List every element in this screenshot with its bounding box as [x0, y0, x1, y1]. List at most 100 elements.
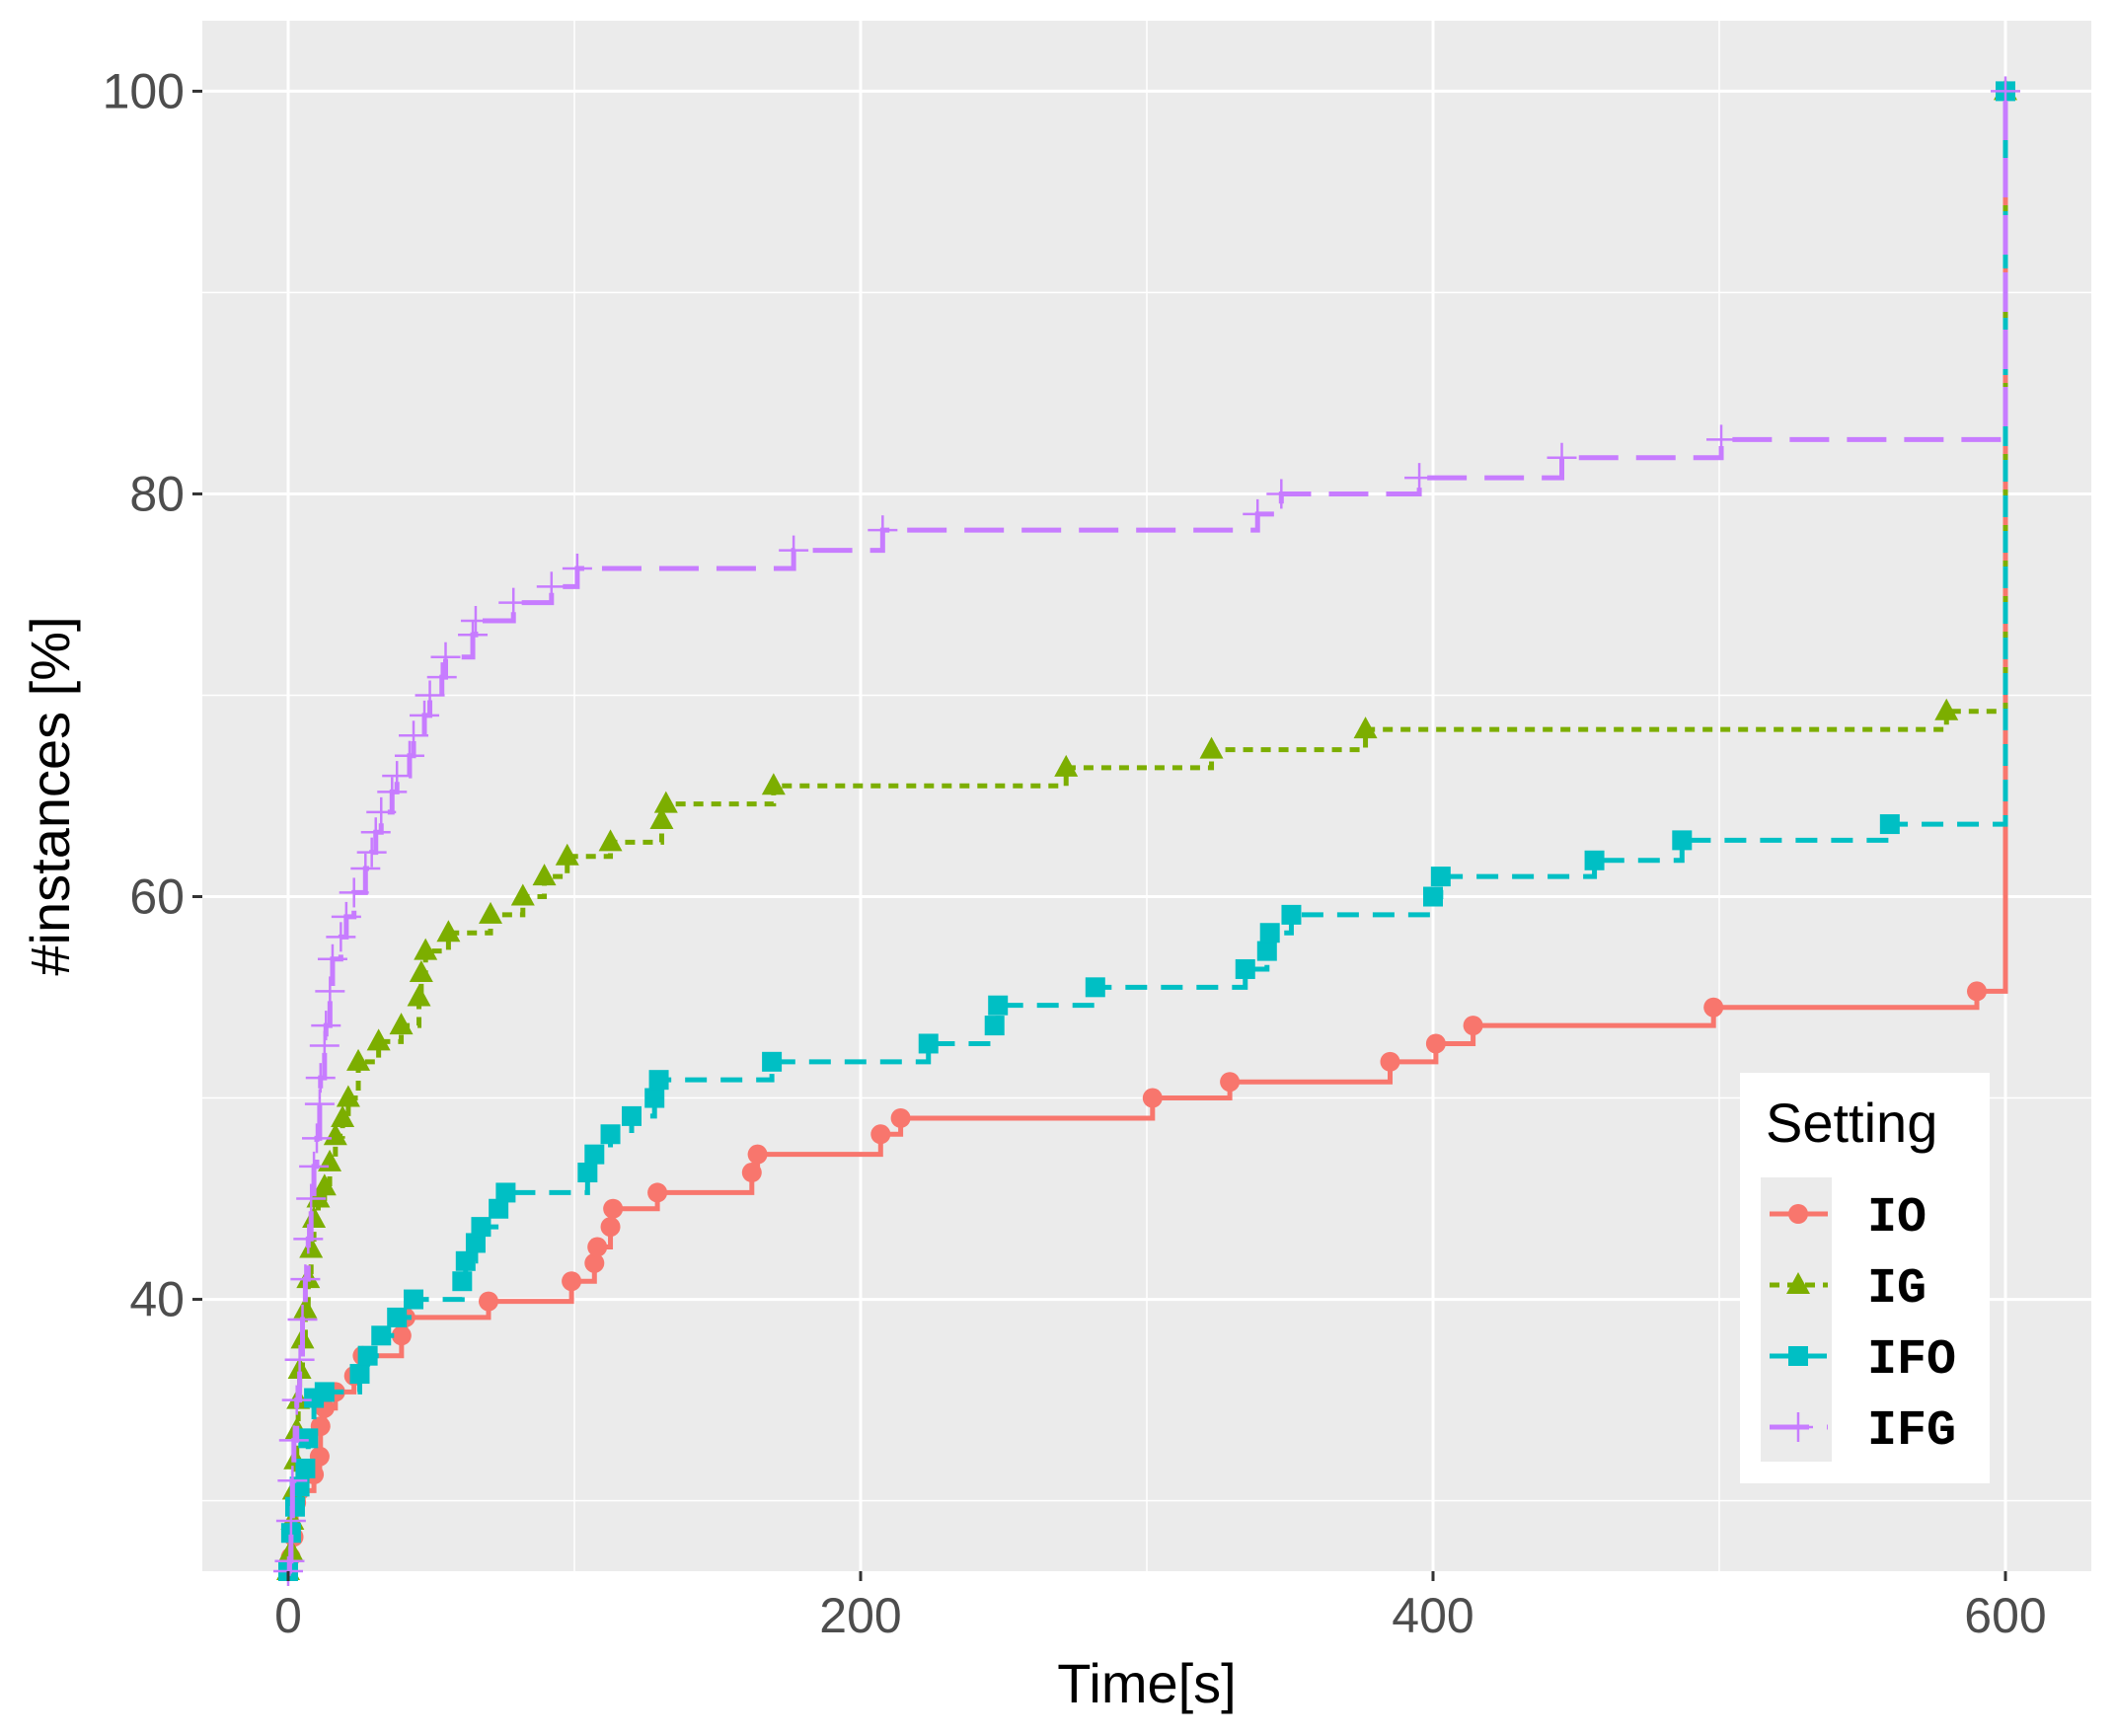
data-point-ifo: [1430, 867, 1451, 887]
data-point-ig: [331, 1104, 355, 1127]
data-point-ig: [479, 901, 503, 924]
data-point-ifo: [1235, 958, 1255, 979]
data-point-ifo: [371, 1325, 392, 1346]
data-point-io: [1967, 981, 1987, 1002]
data-point-ifo: [298, 1428, 319, 1449]
data-point-ig: [409, 960, 433, 983]
data-point-ig: [1934, 698, 1959, 720]
data-point-ifg: [394, 740, 424, 771]
data-point-ifo: [387, 1307, 408, 1327]
data-point-io: [391, 1325, 412, 1346]
legend-title: Setting: [1766, 1092, 1937, 1154]
data-point-ig: [761, 773, 786, 795]
legend-item-io: IO: [1770, 1190, 1926, 1246]
data-point-ig: [1054, 754, 1079, 777]
data-point-ig: [302, 1205, 327, 1228]
data-point-ifo: [584, 1144, 605, 1165]
data-point-ifg: [1991, 76, 2020, 107]
data-point-ifo: [295, 1458, 316, 1478]
data-point-ig: [346, 1048, 371, 1071]
data-point-io: [747, 1144, 768, 1165]
data-point-ig: [407, 984, 431, 1007]
data-point-ifo: [1584, 850, 1605, 870]
legend: Setting IO IG IFO IFG: [1740, 1073, 1990, 1483]
y-axis-title: #instances [%]: [19, 616, 81, 975]
data-point-ifg: [277, 1466, 308, 1496]
data-point-ifo: [1259, 923, 1280, 943]
data-point-ifg: [426, 662, 457, 693]
data-point-io: [1463, 1016, 1483, 1036]
legend-label: IG: [1867, 1261, 1926, 1318]
data-point-io: [562, 1271, 582, 1292]
data-point-ifg: [536, 571, 567, 602]
data-point-ifo: [452, 1271, 473, 1292]
data-point-ifg: [399, 720, 429, 751]
data-point-ifo: [465, 1233, 486, 1253]
data-point-ifg: [311, 1011, 341, 1041]
data-point-ifo: [622, 1105, 642, 1126]
data-point-ifo: [1423, 886, 1443, 907]
data-point-io: [587, 1237, 608, 1257]
data-point-ifo: [314, 1382, 335, 1402]
data-point-io: [1425, 1033, 1446, 1054]
data-point-ifo: [600, 1124, 621, 1145]
series-ifg: [273, 76, 2020, 1586]
data-point-ig: [1199, 736, 1224, 759]
data-point-ifo: [404, 1289, 424, 1310]
y-tick-label: 80: [129, 466, 185, 521]
data-point-ifg: [460, 605, 491, 636]
series-layer: [273, 76, 2020, 1586]
data-point-ifg: [868, 515, 898, 546]
data-point-ifg: [304, 1089, 335, 1119]
data-point-io: [647, 1182, 668, 1203]
data-point-ifg: [339, 877, 369, 908]
data-point-io: [479, 1291, 498, 1312]
data-point-ifo: [284, 1496, 305, 1517]
data-point-ifg: [305, 1063, 336, 1094]
data-point-io: [1220, 1072, 1241, 1093]
data-point-ifo: [1085, 977, 1105, 998]
data-point-ig: [598, 829, 623, 852]
data-point-ifo: [1281, 904, 1302, 925]
data-point-ifg: [299, 1151, 330, 1181]
data-point-io: [741, 1163, 762, 1183]
legend-key-marker: [1786, 1272, 1810, 1294]
data-point-ifo: [577, 1163, 598, 1183]
data-point-ig: [323, 1123, 347, 1146]
data-point-io: [1703, 997, 1724, 1018]
data-point-ifg: [415, 680, 445, 711]
data-point-ig: [336, 1085, 360, 1107]
data-point-ifo: [648, 1070, 669, 1091]
data-point-ig: [299, 1236, 324, 1258]
data-point-ifg: [1706, 424, 1737, 455]
data-point-ifg: [1243, 498, 1273, 529]
data-point-ifg: [360, 817, 391, 848]
data-point-ifo: [1672, 830, 1693, 851]
data-point-ifg: [331, 901, 361, 932]
x-tick-label: 400: [1392, 1588, 1473, 1643]
data-point-ifo: [988, 995, 1009, 1016]
data-point-io: [603, 1198, 624, 1219]
data-point-ifg: [290, 1264, 321, 1295]
data-point-ifg: [1266, 479, 1297, 509]
data-point-ig: [414, 938, 438, 960]
data-point-ifg: [309, 1030, 340, 1061]
series-line-ifo: [288, 91, 2008, 1574]
data-point-ifo: [644, 1088, 665, 1108]
x-tick-label: 600: [1964, 1588, 2046, 1643]
data-point-ifo: [471, 1217, 491, 1238]
legend-label: IFO: [1867, 1332, 1956, 1389]
y-tick-label: 60: [129, 869, 185, 925]
data-point-ifg: [356, 837, 387, 868]
data-point-io: [600, 1217, 621, 1238]
data-point-ig: [510, 883, 535, 906]
data-point-ifo: [1879, 814, 1900, 835]
data-point-ifg: [326, 922, 356, 952]
data-point-ifo: [1256, 941, 1277, 961]
data-point-ifo: [455, 1250, 476, 1271]
data-point-ifo: [495, 1182, 516, 1203]
y-tick-label: 100: [103, 63, 185, 118]
legend-label: IO: [1867, 1190, 1926, 1246]
data-point-ifg: [296, 1183, 327, 1214]
